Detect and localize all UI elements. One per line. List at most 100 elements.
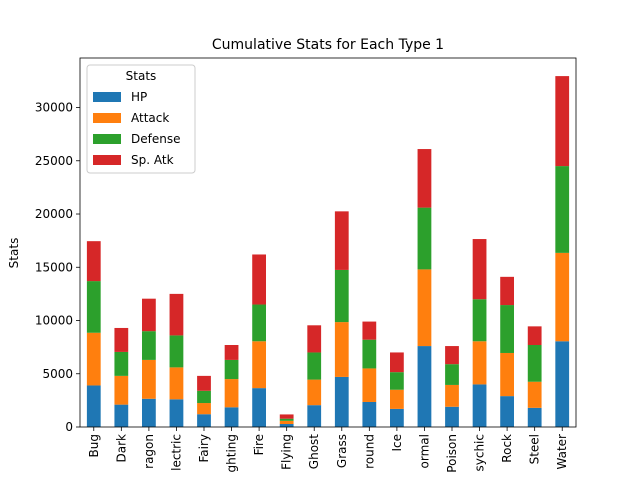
bar-dark-defense	[114, 351, 129, 376]
chart-title: Cumulative Stats for Each Type 1	[212, 37, 444, 53]
bar-dark-spatk	[114, 327, 129, 352]
bar-bug-hp	[86, 385, 101, 427]
y-tick-label: 0	[65, 420, 73, 434]
x-tick-label-rock: Rock	[500, 434, 514, 463]
x-tick-label-fire: Fire	[252, 434, 266, 455]
y-tick-label: 5000	[42, 367, 73, 381]
bar-flying-defense	[279, 418, 294, 421]
bar-ground-spatk	[362, 321, 377, 340]
axes-frame	[79, 57, 577, 428]
bar-fire-spatk	[252, 254, 266, 305]
bar-normal-attack	[417, 269, 432, 347]
bar-fairy-spatk	[197, 375, 211, 391]
x-tick-label-ghost: Ghost	[307, 434, 321, 469]
bar-fire-attack	[252, 341, 266, 389]
bar-steel-spatk	[527, 326, 542, 345]
legend-swatch-hp	[93, 92, 121, 102]
bar-electric-defense	[169, 335, 184, 368]
legend-label-defense: Defense	[131, 132, 180, 146]
bar-electric-hp	[169, 399, 184, 427]
bar-water-defense	[555, 166, 570, 253]
bar-rock-attack	[500, 352, 514, 397]
bar-steel-defense	[527, 345, 542, 382]
bar-fighting-spatk	[224, 345, 239, 360]
bar-ice-spatk	[390, 352, 404, 373]
x-tick-label-ice: Ice	[390, 434, 404, 452]
bar-fire-defense	[252, 304, 266, 342]
bar-ghost-spatk	[307, 325, 322, 353]
x-tick-label-poison: Poison	[445, 434, 459, 473]
bar-ground-hp	[362, 401, 377, 427]
bar-flying-spatk	[279, 414, 294, 419]
x-tick-label-dark: Dark	[114, 434, 128, 463]
bar-poison-defense	[445, 364, 459, 385]
bar-water-hp	[555, 341, 570, 427]
bar-water-spatk	[555, 76, 570, 167]
bar-fairy-attack	[197, 403, 211, 415]
legend-swatch-attack	[93, 113, 121, 123]
bar-poison-hp	[445, 406, 459, 427]
bar-fighting-attack	[224, 379, 239, 408]
bar-rock-defense	[500, 305, 514, 353]
x-tick-label-fighting: ghting	[225, 434, 239, 472]
bar-psychic-hp	[472, 384, 487, 427]
bar-ground-defense	[362, 339, 377, 369]
x-tick-label-normal: ormal	[417, 434, 431, 468]
bar-psychic-spatk	[472, 239, 487, 300]
bar-steel-attack	[527, 381, 542, 408]
bar-fairy-defense	[197, 390, 211, 404]
bar-rock-spatk	[500, 276, 514, 306]
y-axis-label: Stats	[7, 238, 21, 269]
bar-electric-attack	[169, 367, 184, 400]
bar-psychic-attack	[472, 341, 487, 385]
bar-dragon-attack	[142, 359, 156, 399]
bar-dark-hp	[114, 404, 129, 427]
legend-label-attack: Attack	[131, 111, 169, 125]
x-tick-label-bug: Bug	[87, 434, 101, 457]
bar-normal-hp	[417, 346, 432, 427]
bar-bug-spatk	[86, 241, 101, 282]
legend-title: Stats	[126, 69, 157, 83]
bar-ground-attack	[362, 368, 377, 402]
legend: Stats HP Attack Defense Sp. Atk	[86, 64, 196, 174]
bar-grass-attack	[334, 322, 349, 377]
legend-label-spatk: Sp. Atk	[131, 153, 174, 167]
legend-swatch-defense	[93, 134, 121, 144]
bar-dragon-spatk	[142, 298, 156, 332]
legend-swatch-spatk	[93, 155, 121, 165]
bar-ghost-attack	[307, 379, 322, 406]
x-tick-labels: Bug Dark ragon lectric Fairy ghting Fire Flying…	[87, 434, 569, 473]
x-tick-label-dragon: ragon	[142, 434, 156, 469]
bar-ghost-defense	[307, 352, 322, 380]
bar-ice-attack	[390, 389, 404, 409]
legend-label-hp: HP	[131, 90, 147, 104]
bar-steel-hp	[527, 407, 542, 427]
bar-dark-attack	[114, 375, 129, 405]
x-tick-label-steel: Steel	[528, 434, 542, 464]
x-tick-label-water: Water	[555, 434, 569, 470]
bar-water-attack	[555, 252, 570, 342]
bar-fighting-hp	[224, 407, 239, 427]
bar-grass-spatk	[334, 211, 349, 270]
bar-normal-defense	[417, 207, 432, 270]
bar-poison-attack	[445, 384, 459, 407]
bar-ice-hp	[390, 408, 404, 427]
plot-area: 0 5000 10000 15000 20000 25000 30000 Bug Dark rag…	[35, 57, 577, 473]
bar-electric-spatk	[169, 293, 184, 336]
y-tick-label: 15000	[35, 260, 73, 274]
bar-ghost-hp	[307, 405, 322, 427]
bar-grass-defense	[334, 269, 349, 323]
x-tick-label-flying: Flying	[280, 434, 294, 470]
bar-rock-hp	[500, 396, 514, 427]
bar-psychic-defense	[472, 299, 487, 342]
x-tick-label-psychic: sychic	[473, 434, 487, 472]
bar-fairy-hp	[197, 414, 211, 427]
bar-grass-hp	[334, 376, 349, 427]
x-tick-label-fairy: Fairy	[197, 434, 211, 463]
y-tick-label: 30000	[35, 101, 73, 115]
x-tick-label-electric: lectric	[169, 434, 183, 471]
bar-poison-spatk	[445, 346, 459, 365]
bar-bug-attack	[86, 332, 101, 386]
bar-bug-defense	[86, 281, 101, 333]
